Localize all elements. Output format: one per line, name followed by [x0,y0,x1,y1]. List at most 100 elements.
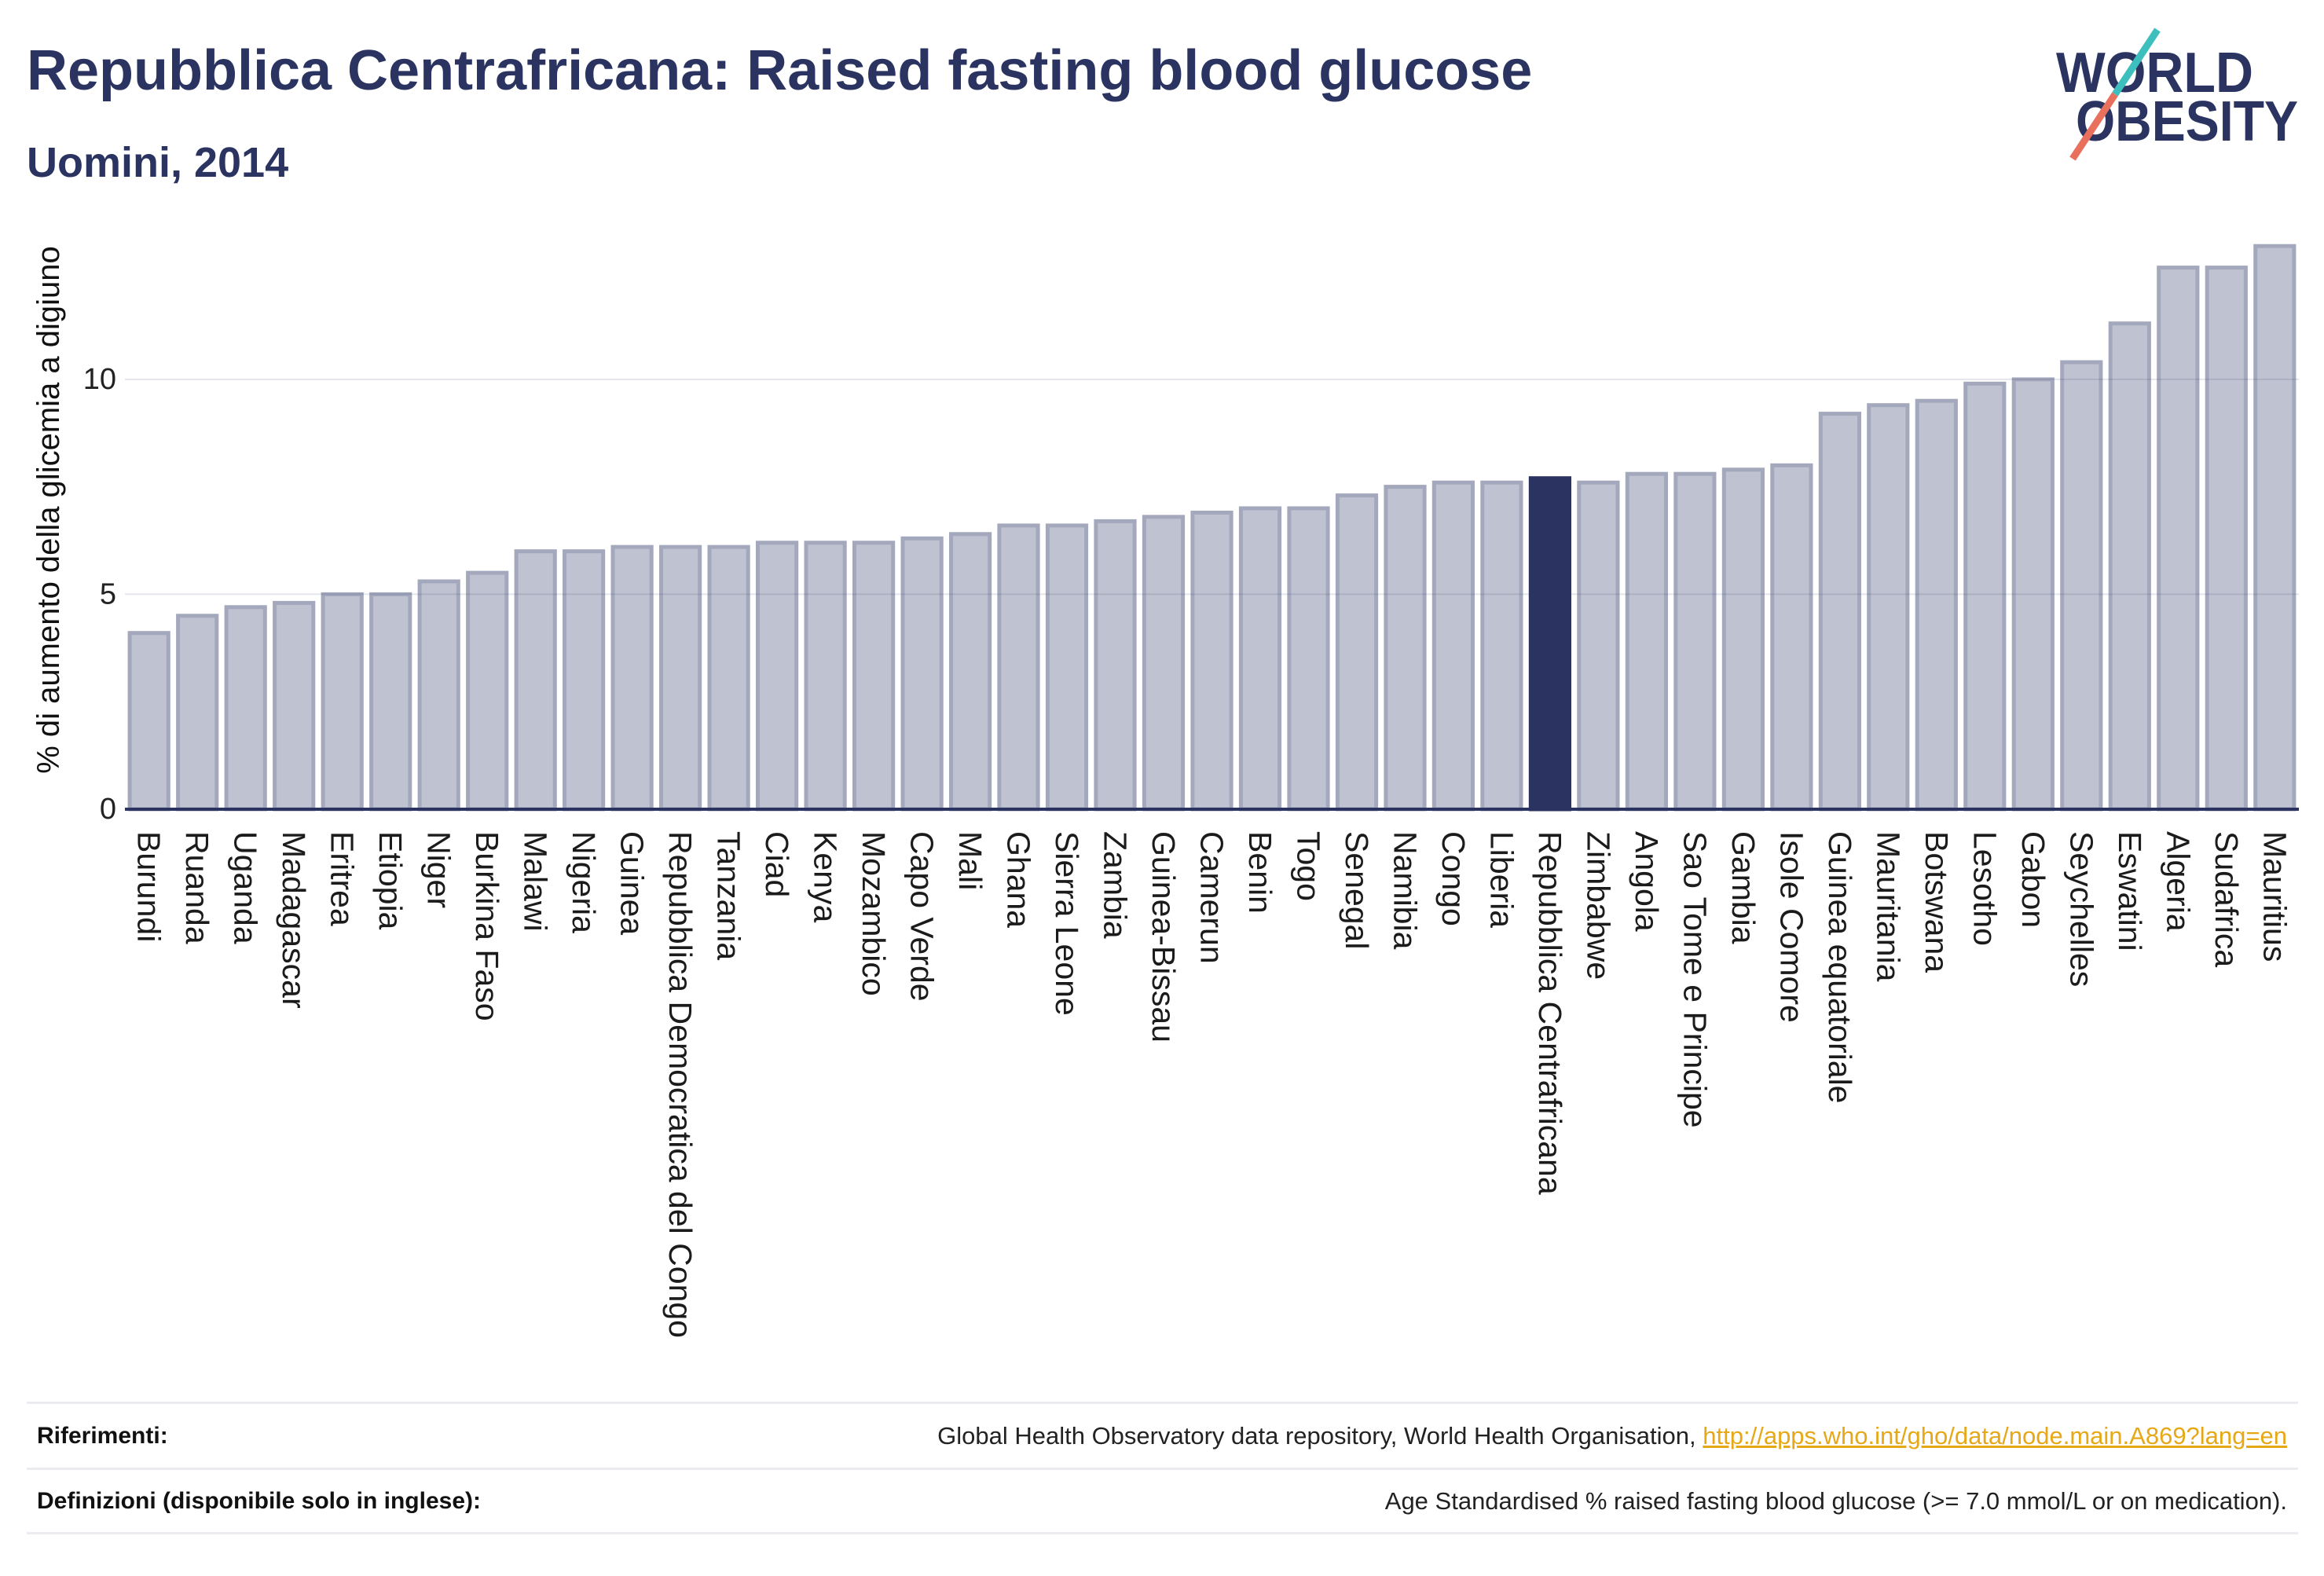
x-tick-label-congo: Congo [1435,831,1472,926]
references-text: Global Health Observatory data repositor… [937,1421,1696,1450]
bar-chart: % di aumento della glicemia a digiuno 0 5… [31,244,2299,1338]
y-axis-label: % di aumento della glicemia a digiuno [31,246,66,774]
bar-guinea-bissau [1142,515,1186,812]
references-row: Riferimenti: Global Health Observatory d… [27,1402,2298,1468]
x-tick-label-guinea: Guinea [614,831,651,935]
x-tick-label-seychelles: Seychelles [2063,831,2099,987]
x-tick-label-repubblica-centrafricana: Repubblica Centrafricana [1532,831,1568,1195]
bar-etiopia [369,592,412,812]
bar-burundi [127,631,170,812]
bar-togo [1287,506,1330,812]
bar-botswana [1915,398,1958,812]
x-tick-label-gabon: Gabon [2015,831,2051,928]
x-tick-label-botswana: Botswana [1919,831,1955,973]
bar-camerun [1190,511,1233,812]
x-tick-label-zambia: Zambia [1098,831,1134,939]
x-tick-label-algeria: Algeria [2160,831,2196,932]
world-obesity-logo: WORLD OBESITY [2056,27,2298,161]
bars [127,244,2297,812]
y-tick-label: 5 [100,577,116,610]
definitions-label: Definizioni (disponibile solo in inglese… [37,1487,482,1514]
logo-slash-top [2112,27,2161,97]
bar-tanzania [707,544,750,812]
bar-sudafrica [2205,266,2248,812]
bar-kenya [804,541,847,812]
y-axis-ticks: 0 5 10 [83,363,116,826]
x-tick-label-kenya: Kenya [808,831,844,922]
bar-sierra-leone [1045,523,1089,812]
bar-mauritania [1867,403,1910,812]
bar-madagascar [273,600,316,812]
logo-slash-bottom [2069,92,2118,161]
references-link[interactable]: http://apps.who.int/gho/data/node.main.A… [1703,1421,2287,1450]
x-tick-label-zimbabwe: Zimbabwe [1580,831,1616,980]
x-tick-label-madagascar: Madagascar [276,831,312,1009]
x-tick-label-benin: Benin [1242,831,1278,914]
x-tick-label-malawi: Malawi [518,831,554,932]
x-axis-labels: Burundi Ruanda Uganda Madagascar Eritrea Etio… [131,831,2293,1338]
footer: Riferimenti: Global Health Observatory d… [27,1402,2298,1534]
x-tick-label-capo-verde: Capo Verde [904,831,940,1002]
x-tick-label-liberia: Liberia [1483,831,1519,928]
bar-capo-verde [900,536,944,812]
x-tick-label-uganda: Uganda [228,831,264,944]
bar-eswatini [2108,321,2151,812]
bar-zambia [1094,519,1137,812]
bar-algeria [2157,266,2200,812]
x-tick-label-eritrea: Eritrea [324,831,361,926]
x-tick-label-angola: Angola [1629,831,1665,932]
bar-guinea [610,544,654,812]
x-tick-label-burkina-faso: Burkina Faso [469,831,505,1021]
x-tick-label-mauritania: Mauritania [1870,831,1906,982]
bar-mauritius [2253,244,2297,812]
bar-malawi [514,549,557,812]
bar-ruanda [176,614,219,812]
x-tick-label-togo: Togo [1291,831,1327,901]
bar-senegal [1335,493,1379,812]
x-tick-label-sierra-leone: Sierra Leone [1049,831,1085,1016]
x-tick-label-ghana: Ghana [1001,831,1037,928]
bar-sao-tome-e-principe [1673,471,1717,812]
references-value: Global Health Observatory data repositor… [937,1422,2287,1450]
bar-mozambico [852,541,896,812]
bar-guinea-equatoriale [1818,412,1862,812]
gridlines [125,378,2299,596]
bar-eritrea [321,592,364,812]
x-tick-label-ruanda: Ruanda [179,831,215,944]
x-tick-label-guinea-equatoriale: Guinea equatoriale [1822,831,1858,1103]
chart-subtitle: Uomini, 2014 [27,139,289,186]
x-tick-label-mauritius: Mauritius [2256,831,2293,962]
logo-text-line1: WORLD [2056,42,2253,104]
bar-uganda [224,605,267,812]
bar-burkina-faso [466,570,509,812]
x-tick-label-tanzania: Tanzania [711,831,747,960]
x-tick-label-niger: Niger [421,831,457,908]
x-tick-label-nigeria: Nigeria [566,831,602,933]
x-tick-label-etiopia: Etiopia [372,831,409,930]
x-tick-label-mali: Mali [952,831,988,890]
bar-angola [1625,471,1669,812]
bar-ghana [997,523,1040,812]
y-tick-label: 0 [100,793,116,826]
bar-repubblica-centrafricana [1528,476,1572,812]
x-tick-label-isole-comore: Isole Comore [1773,831,1809,1023]
bar-benin [1238,506,1282,812]
y-tick-label: 10 [83,363,116,396]
x-tick-label-ciad: Ciad [759,831,795,897]
bar-gambia [1721,467,1765,812]
x-tick-label-guinea-bissau: Guinea-Bissau [1146,831,1182,1043]
definitions-text: Age Standardised % raised fasting blood … [1384,1486,2287,1515]
x-tick-label-eswatini: Eswatini [2112,831,2148,951]
bar-nigeria [563,549,606,812]
x-tick-label-burundi: Burundi [131,831,167,942]
bar-seychelles [2060,360,2103,812]
bar-isole-comore [1770,463,1813,812]
chart-title: Repubblica Centrafricana: Raised fasting… [27,39,1533,102]
x-tick-label-senegal: Senegal [1339,831,1375,949]
x-tick-label-sao-tome-e-principe: Sao Tome e Principe [1677,831,1713,1128]
bar-liberia [1480,480,1523,812]
x-tick-label-gambia: Gambia [1725,831,1761,944]
bar-ciad [756,541,799,812]
bar-mali [949,532,992,812]
bar-namibia [1384,485,1427,812]
